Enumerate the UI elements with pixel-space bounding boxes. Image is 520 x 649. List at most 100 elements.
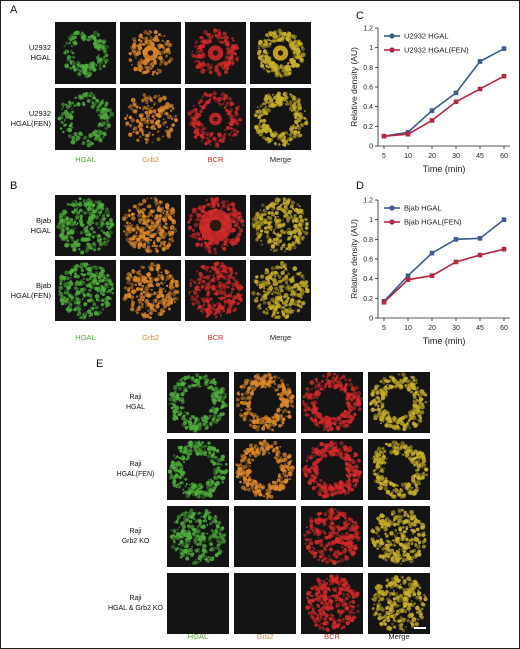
micrograph-panel [250,195,311,256]
panel-label-d: D [356,180,364,192]
micrograph-panel [167,573,229,634]
data-point [405,131,411,137]
micrograph-panel [167,506,229,567]
y-tick-label: 0 [369,144,373,151]
data-point [501,73,507,79]
x-tick-label: 45 [476,153,484,160]
legend-entry: Bjab HGAL [404,204,442,213]
data-point [429,250,435,256]
y-tick-label: 1 [369,217,373,224]
x-tick-label: 45 [476,325,484,332]
micrograph-panel [185,88,246,150]
micrograph-panel [250,88,311,150]
y-tick-label: 0.6 [363,257,373,264]
micrograph-panel [55,195,116,256]
x-tick-label: 30 [452,325,460,332]
y-tick-label: 0.2 [363,296,373,303]
micrograph-panel [55,22,116,84]
column-label: Merge [388,632,410,641]
data-point [429,273,435,279]
micrograph-panel [185,22,246,84]
legend-marker [389,33,395,39]
legend-marker [389,219,395,225]
panel-label-a: A [10,4,18,16]
micrograph-panel [120,22,181,84]
y-tick-label: 0.4 [363,104,373,111]
x-tick-label: 10 [404,153,412,160]
data-point [477,236,483,241]
column-label: BCR [324,632,340,641]
row-label: Bjab HGAL [30,215,51,235]
micrograph-panel [185,195,246,256]
line-chart-c: 0 0.2 0.4 0.6 0.8 1 1.2 5 10 20 30 45 60 Time (min) Re… [349,26,510,174]
series-line [383,47,505,137]
data-point [477,59,483,64]
micrograph-panel [368,573,430,634]
row-label: U2932 HGAL(FEN) [10,109,51,128]
data-point [405,273,411,279]
micrograph-panel [301,439,363,500]
panel-label-c: C [356,10,364,22]
micrograph-panel [185,260,246,321]
panel-label-e: E [96,358,104,370]
x-tick-label: 60 [500,153,508,160]
micrograph-panel [301,506,363,567]
micrograph-panel [301,372,363,433]
series-line [383,75,505,137]
micrograph-panel [120,88,181,150]
series-line [383,248,505,303]
data-point [453,237,459,242]
micrograph-panel [250,260,311,321]
column-label: Grb2 [142,333,159,342]
data-point [453,259,459,265]
y-tick-label: 0 [369,316,373,323]
legend-marker [389,47,395,53]
data-point [405,277,411,282]
legend-marker [389,205,395,211]
data-point [453,99,459,105]
micrograph-panel [167,439,229,500]
micrograph-panel [368,372,430,433]
micrograph-panel [234,573,296,634]
column-label: Merge [269,333,292,342]
x-tick-label: 60 [500,325,508,332]
column-label: BCR [207,333,224,342]
micrograph-panel [120,260,181,321]
x-tick-label: 10 [404,325,412,332]
data-point [501,246,507,252]
data-point [501,46,507,51]
y-tick-label: 0.6 [363,85,373,92]
column-label: HGAL [75,155,96,164]
micrograph-panel [234,372,296,433]
micrograph-panel [120,195,181,256]
column-label: Merge [269,155,292,164]
x-tick-label: 20 [428,325,436,332]
row-label: Raji Grb2 KO [121,527,150,545]
micrograph-panel [368,506,430,567]
micrograph-panel [55,260,116,321]
x-tick-label: 5 [382,325,386,332]
column-label: Grb2 [256,632,274,641]
row-label: Raji HGAL & Grb2 KO [108,594,163,612]
data-point [453,90,459,96]
y-tick-label: 1.2 [363,198,373,205]
column-label: BCR [207,155,224,164]
micrograph-panel [250,22,311,84]
x-tick-label: 5 [382,153,386,160]
data-point [381,133,387,139]
y-tick-label: 0.2 [363,124,373,131]
y-axis-label: Relative density (AU) [349,47,359,127]
micrograph-panel [167,372,229,433]
legend-entry: Bjab HGAL(FEN) [404,218,462,227]
panel-label-b: B [10,180,18,192]
micrograph-panel [368,439,430,500]
micrograph-panel [234,506,296,567]
data-point [477,252,483,258]
micrograph-panel [55,88,116,150]
y-tick-label: 0.8 [363,237,373,244]
line-chart-d: 0 0.2 0.4 0.6 0.8 1 1.2 5 10 20 30 45 60 Time (min) Re… [349,198,510,346]
data-point [429,108,435,113]
x-tick-label: 30 [452,153,460,160]
series-line [383,219,505,302]
y-axis-label: Relative density (AU) [349,219,359,299]
